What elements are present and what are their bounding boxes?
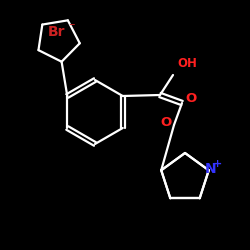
Text: OH: OH (177, 57, 197, 70)
Text: O: O (160, 116, 171, 130)
Text: N: N (205, 162, 216, 176)
Text: ⁻: ⁻ (68, 22, 74, 35)
Text: +: + (213, 159, 222, 169)
Text: O: O (185, 92, 196, 104)
Text: Br: Br (48, 25, 66, 39)
